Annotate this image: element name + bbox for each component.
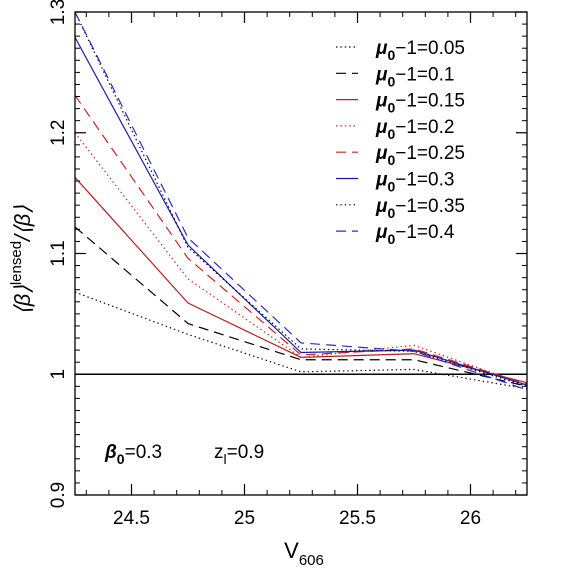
series-line-2	[75, 226, 527, 387]
legend-label-8: μ0−1=0.4	[375, 222, 455, 247]
series-line-1	[75, 291, 527, 390]
series-line-8	[75, 12, 527, 391]
x-tick-label: 25.5	[339, 508, 376, 529]
x-tick-label: 25	[234, 508, 255, 529]
zl-annotation: zl=0.9	[214, 442, 264, 467]
legend: μ0−1=0.05μ0−1=0.1μ0−1=0.15μ0−1=0.2μ0−1=0…	[336, 38, 465, 247]
y-tick-label: 1.3	[48, 0, 69, 25]
legend-label-3: μ0−1=0.15	[375, 91, 465, 116]
legend-label-6: μ0−1=0.3	[375, 170, 454, 195]
y-tick-label: 0.9	[48, 482, 69, 508]
legend-label-2: μ0−1=0.1	[375, 64, 454, 89]
parameter-annotation: β0=0.3 zl=0.9	[104, 442, 264, 467]
legend-label-1: μ0−1=0.05	[375, 38, 465, 63]
legend-label-7: μ0−1=0.35	[375, 196, 465, 221]
series-line-6	[75, 37, 527, 386]
legend-label-4: μ0−1=0.2	[375, 117, 454, 142]
y-tick-label: 1	[48, 369, 69, 380]
beta0-annotation: β0=0.3	[104, 442, 162, 467]
series-line-4	[75, 132, 527, 386]
y-tick-label: 1.1	[48, 240, 69, 266]
legend-label-5: μ0−1=0.25	[375, 143, 465, 168]
series-line-5	[75, 94, 527, 385]
x-tick-label: 24.5	[113, 508, 150, 529]
x-tick-label: 26	[460, 508, 481, 529]
plot-lines	[75, 12, 527, 391]
y-axis-label: ⟨β⟩lensed/⟨β⟩	[8, 205, 35, 315]
y-tick-label: 1.2	[48, 120, 69, 146]
x-axis-label: V606	[284, 538, 324, 569]
axis-ticks: 24.5 25 25.5 26 0.9 1 1.1 1.2 1.3	[48, 0, 527, 529]
